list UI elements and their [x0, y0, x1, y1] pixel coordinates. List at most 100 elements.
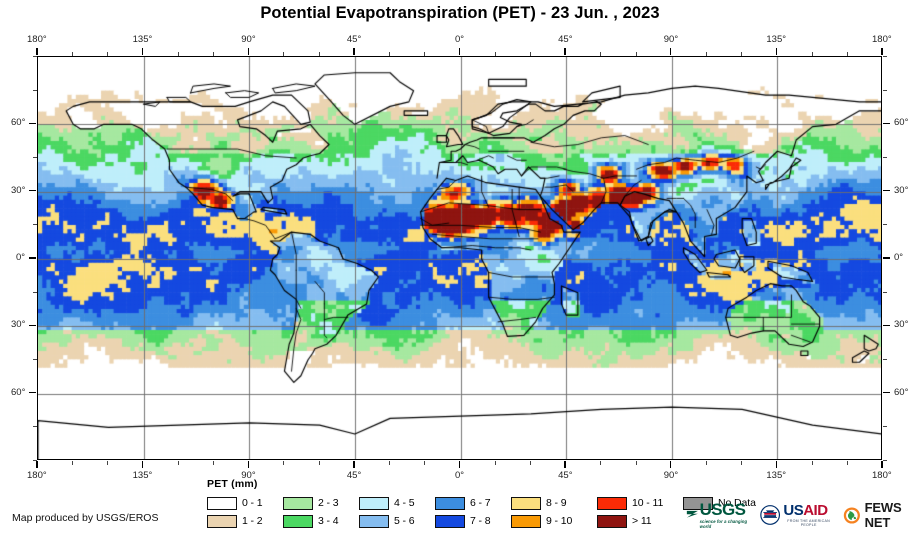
axis-tick-minor: [318, 461, 320, 465]
axis-tick-minor: [705, 52, 707, 56]
axis-tick-minor: [883, 359, 887, 360]
axis-tick-minor: [883, 291, 887, 293]
x-label-top: 0°: [455, 34, 465, 45]
axis-tick-minor: [72, 52, 74, 56]
legend-item: 5 - 6: [359, 514, 427, 528]
axis-tick-minor: [883, 224, 887, 226]
axis-tick: [36, 461, 38, 468]
x-label-bottom: 180°: [872, 470, 892, 481]
axis-tick: [29, 324, 36, 327]
axis-tick: [36, 48, 38, 55]
axis-tick: [670, 48, 672, 55]
axis-tick-minor: [107, 52, 109, 56]
axis-tick-minor: [389, 461, 391, 465]
pet-world-map[interactable]: [38, 57, 881, 459]
axis-tick: [775, 461, 778, 468]
legend-label: > 11: [632, 515, 652, 527]
legend: PET (mm) 0 - 1 2 - 3 4 - 5 6 - 7 8 - 9 10 - 1…: [207, 478, 777, 531]
legend-item: No Data: [683, 496, 769, 510]
usaid-wordmark-us: US: [783, 501, 804, 519]
x-label-bottom: 45°: [346, 470, 362, 481]
legend-label: 1 - 2: [242, 515, 263, 527]
legend-label: 5 - 6: [394, 515, 415, 527]
axis-tick: [458, 461, 461, 468]
legend-swatch: [511, 496, 541, 510]
legend-label: 10 - 11: [632, 497, 664, 509]
y-label-left: 60°: [11, 117, 26, 129]
usgs-wave-icon: [686, 510, 698, 518]
legend-label: 8 - 9: [546, 497, 567, 509]
legend-label: 2 - 3: [318, 497, 339, 509]
legend-label: 4 - 5: [394, 497, 415, 509]
axis-tick-minor: [33, 157, 37, 158]
fewsnet-logo: FEWS NET: [843, 500, 920, 530]
legend-label: 9 - 10: [546, 515, 573, 527]
x-label-bottom: 0°: [455, 470, 465, 481]
legend-swatch: [597, 496, 627, 510]
legend-item: 6 - 7: [435, 496, 503, 510]
axis-tick-minor: [283, 461, 285, 465]
x-label-top: 45°: [346, 34, 362, 45]
legend-label: 0 - 1: [242, 497, 263, 509]
axis-tick-minor: [883, 157, 887, 158]
axis-tick-minor: [600, 461, 602, 465]
axis-tick-minor: [705, 461, 707, 465]
usgs-tagline: science for a changing world: [699, 519, 748, 529]
logo-strip: USGS science for a changing world US AID…: [686, 500, 920, 530]
axis-tick-minor: [424, 52, 426, 56]
legend-swatch: [283, 514, 313, 528]
axis-tick: [29, 391, 36, 394]
axis-tick-minor: [107, 461, 109, 465]
legend-item: 9 - 10: [511, 514, 589, 528]
axis-tick-minor: [635, 461, 637, 465]
axis-tick-minor: [213, 461, 215, 465]
x-label-bottom: 135°: [766, 470, 787, 481]
axis-tick-minor: [741, 52, 743, 56]
legend-swatch: [597, 514, 627, 528]
axis-tick: [29, 257, 36, 259]
usgs-wordmark: USGS: [699, 500, 746, 519]
y-label-right: 0°: [894, 252, 904, 263]
axis-tick: [353, 48, 355, 55]
axis-tick: [883, 324, 890, 327]
x-label-top: 180°: [27, 34, 47, 45]
axis-tick-minor: [33, 89, 37, 91]
legend-label: No Data: [718, 497, 756, 509]
legend-row: 0 - 1 2 - 3 4 - 5 6 - 7 8 - 9 10 - 11 No Data: [207, 495, 777, 511]
axis-tick: [564, 48, 566, 55]
x-label-bottom: 135°: [132, 470, 153, 481]
axis-tick-minor: [846, 52, 848, 56]
axis-tick: [564, 461, 566, 468]
axis-tick-minor: [600, 52, 602, 56]
fewsnet-wordmark: FEWS NET: [864, 500, 902, 530]
axis-tick-minor: [883, 56, 887, 57]
x-label-top: 135°: [766, 34, 787, 45]
axis-tick-minor: [741, 461, 743, 465]
x-label-bottom: 180°: [27, 470, 47, 481]
legend-item: > 11: [597, 514, 675, 528]
y-label-right: 30°: [894, 184, 909, 196]
y-label-left: 0°: [16, 252, 26, 263]
fewsnet-globe-icon: [843, 506, 860, 524]
axis-tick-minor: [883, 89, 887, 91]
axis-tick-minor: [177, 52, 179, 56]
usaid-tagline: FROM THE AMERICAN PEOPLE: [787, 519, 831, 528]
axis-tick-minor: [883, 426, 887, 428]
axis-tick: [247, 48, 249, 55]
x-label-top: 90°: [241, 34, 256, 45]
x-label-bottom: 45°: [558, 470, 573, 481]
axis-tick: [141, 461, 144, 468]
x-label-bottom: 90°: [241, 470, 256, 481]
axis-tick: [458, 48, 461, 55]
axis-tick: [670, 461, 672, 468]
y-label-left: 30°: [11, 319, 26, 331]
map-plot-area: [37, 56, 882, 460]
axis-tick-minor: [811, 461, 813, 465]
axis-tick-minor: [33, 426, 37, 428]
axis-tick: [141, 48, 144, 55]
axis-tick-minor: [494, 461, 496, 465]
y-label-right: 60°: [894, 386, 909, 398]
map-frame: [37, 56, 882, 460]
legend-rows: 0 - 1 2 - 3 4 - 5 6 - 7 8 - 9 10 - 11 No Data 1…: [207, 495, 777, 529]
legend-title: PET (mm): [207, 478, 258, 490]
